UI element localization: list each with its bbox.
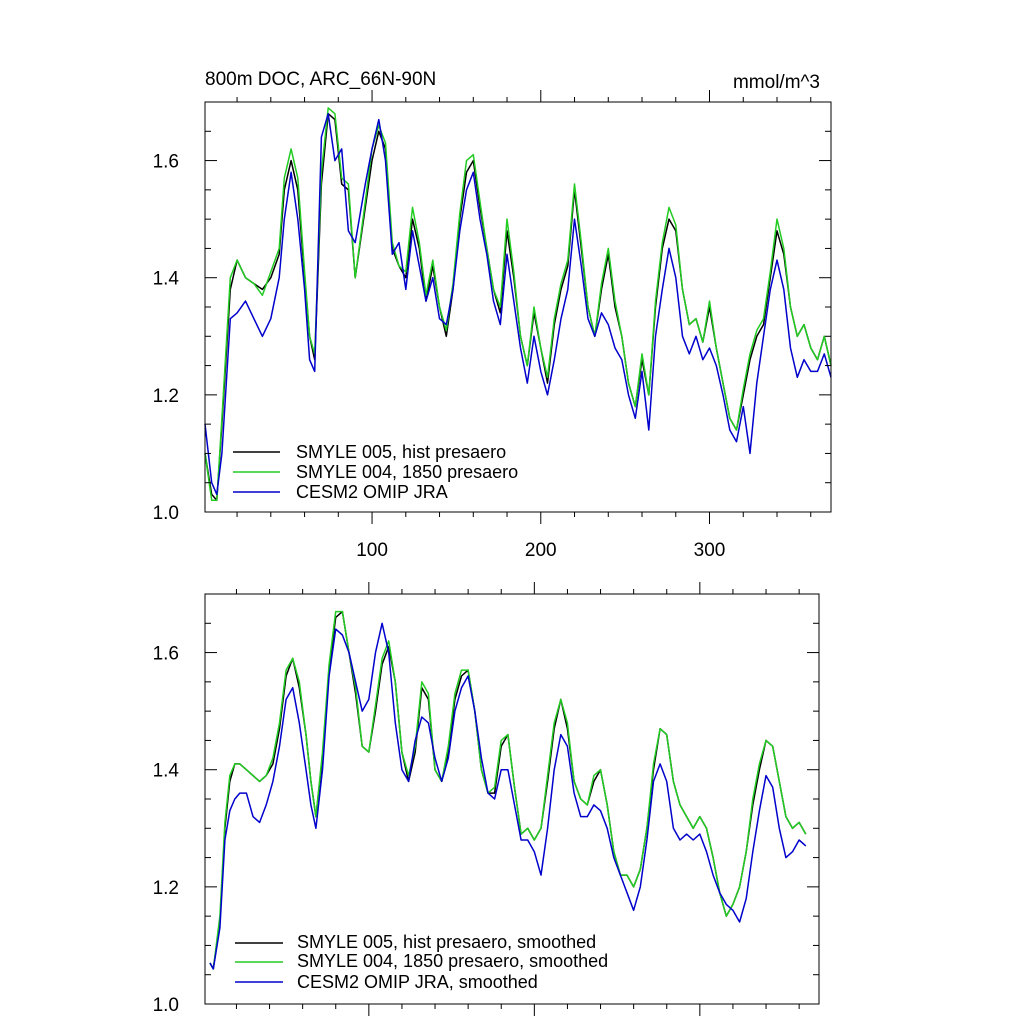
top-legend-label-cesm2: CESM2 OMIP JRA	[296, 482, 448, 502]
x-tick-label: 200	[525, 540, 557, 561]
bottom-legend-label-smyle-004: SMYLE 004, 1850 presaero, smoothed	[297, 951, 608, 971]
y-tick-label: 1.2	[153, 878, 179, 899]
y-tick-label: 1.0	[153, 995, 179, 1016]
series-line-cesm2-omip-jra	[204, 112, 832, 496]
top-legend: SMYLE 005, hist presaero SMYLE 004, 1850…	[233, 442, 518, 502]
y-tick-label: 1.6	[153, 152, 179, 173]
x-tick-label: 100	[356, 540, 388, 561]
y-tick-label: 1.4	[153, 761, 180, 782]
y-tick-label: 1.6	[153, 644, 179, 665]
top-chart-units: mmol/m^3	[733, 72, 820, 93]
x-tick-label: 300	[694, 540, 726, 561]
y-tick-label: 1.0	[153, 503, 179, 524]
series-line-smyle-004	[204, 107, 832, 502]
top-chart-title: 800m DOC, ARC_66N-90N	[205, 69, 436, 90]
top-legend-label-smyle-005: SMYLE 005, hist presaero	[296, 442, 506, 462]
top-panel: 800m DOC, ARC_66N-90N mmol/m^3 1.0 1.2 1.4…	[153, 69, 832, 561]
bottom-legend: SMYLE 005, hist presaero, smoothed SMYLE…	[235, 932, 608, 992]
top-legend-label-smyle-004: SMYLE 004, 1850 presaero	[296, 462, 518, 482]
bottom-legend-label-smyle-005: SMYLE 005, hist presaero, smoothed	[297, 932, 596, 952]
bottom-panel: 1.0 1.2 1.4 1.6 SMYLE 005, hist presaero, s…	[153, 582, 820, 1016]
series-line-cesm2-omip-jra	[209, 622, 807, 970]
y-tick-label: 1.4	[153, 269, 180, 290]
y-tick-label: 1.2	[153, 386, 179, 407]
series-line-smyle-004	[209, 610, 807, 970]
bottom-legend-label-cesm2: CESM2 OMIP JRA, smoothed	[297, 972, 538, 992]
